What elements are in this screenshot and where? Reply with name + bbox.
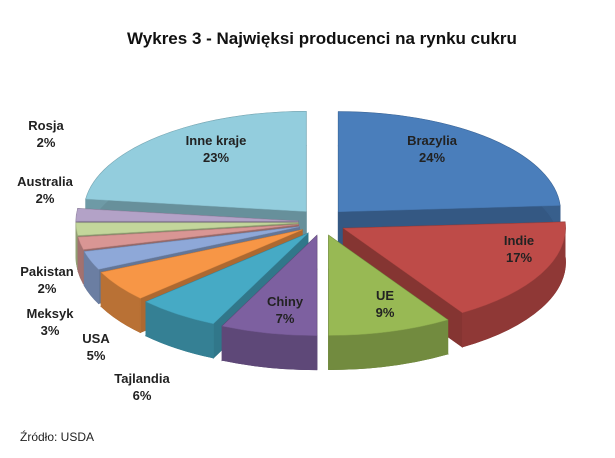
slice-top: [338, 111, 561, 213]
slice-top: [75, 208, 299, 222]
value-label: 9%: [376, 305, 395, 320]
category-label: Chiny: [267, 294, 304, 309]
source-note: Źródło: USDA: [20, 429, 94, 444]
data-label: Rosja 2%: [28, 118, 64, 150]
value-label: 2%: [36, 191, 55, 206]
value-label: 24%: [419, 150, 445, 165]
chart-title: Wykres 3 - Najwięksi producenci na rynku…: [127, 29, 517, 48]
category-label: Inne kraje: [186, 133, 247, 148]
slice-top: [145, 233, 309, 325]
slice-top: [100, 229, 303, 299]
category-label: Australia: [17, 174, 73, 189]
value-label: 6%: [133, 388, 152, 403]
slice: [221, 234, 318, 371]
labels: Brazylia 24% Indie 17% UE 9% Chiny 7% Tajlandia 6…: [17, 118, 534, 403]
data-label: UE 9%: [376, 288, 395, 320]
value-label: 23%: [203, 150, 229, 165]
slice: [328, 234, 449, 370]
data-label: Chiny 7%: [267, 294, 304, 326]
slice-top: [77, 224, 299, 250]
slice-top: [83, 226, 300, 270]
data-label: Meksyk 3%: [27, 306, 75, 338]
category-label: Pakistan: [20, 264, 74, 279]
slice-top: [328, 234, 449, 336]
data-label: Inne kraje 23%: [186, 133, 247, 165]
category-label: Meksyk: [27, 306, 75, 321]
data-label: Indie 17%: [504, 233, 534, 265]
category-label: Rosja: [28, 118, 64, 133]
slice-top: [75, 222, 299, 236]
pie: [75, 110, 566, 371]
category-label: USA: [82, 331, 110, 346]
category-label: Indie: [504, 233, 534, 248]
slice-top: [342, 221, 566, 314]
data-label: Brazylia 24%: [407, 133, 458, 165]
value-label: 17%: [506, 250, 532, 265]
data-label: Australia 2%: [17, 174, 73, 206]
data-label: Tajlandia 6%: [114, 371, 170, 403]
data-label: USA 5%: [82, 331, 110, 363]
category-label: Tajlandia: [114, 371, 170, 386]
value-label: 7%: [276, 311, 295, 326]
value-label: 2%: [38, 281, 57, 296]
slice-top: [221, 235, 318, 336]
value-label: 3%: [41, 323, 60, 338]
value-label: 5%: [87, 348, 106, 363]
slice-top: [85, 111, 307, 212]
value-label: 2%: [37, 135, 56, 150]
category-label: Brazylia: [407, 133, 458, 148]
category-label: UE: [376, 288, 394, 303]
data-label: Pakistan 2%: [20, 264, 74, 296]
